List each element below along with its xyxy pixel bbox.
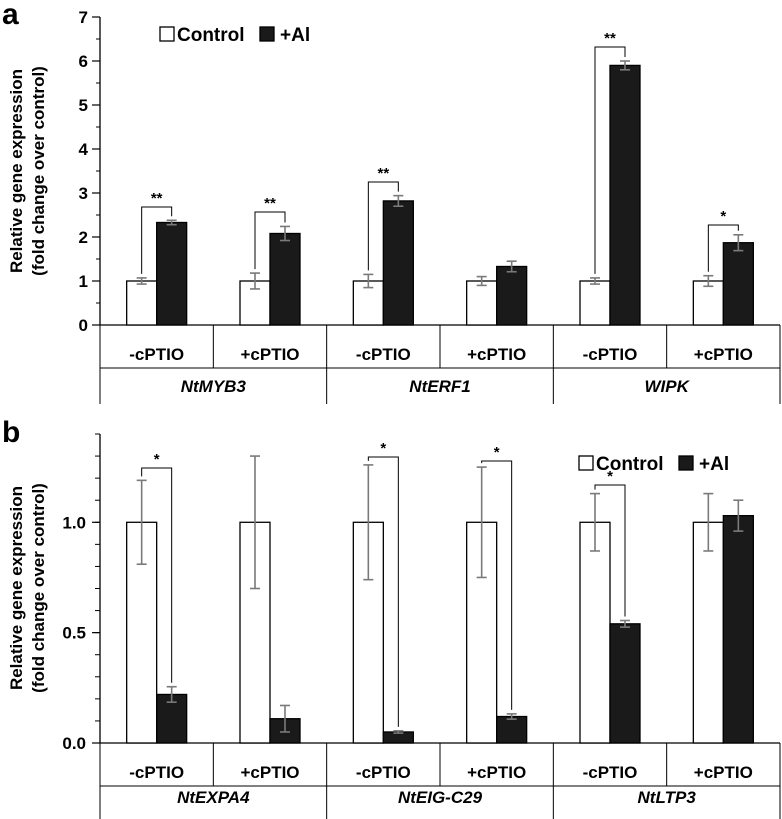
legend-swatch-al: [678, 455, 694, 471]
condition-label-4: -cPTIO: [583, 763, 638, 782]
significance-label-1: **: [264, 195, 276, 212]
gene-label-0: NtEXPA4: [177, 788, 250, 807]
bar-al-5: [722, 242, 754, 326]
y-tick-label: 0.0: [62, 734, 86, 753]
gene-label-2: NtLTP3: [638, 788, 697, 807]
legend-swatch-control: [578, 455, 594, 471]
significance-label-4: **: [604, 30, 616, 47]
condition-label-0: -cPTIO: [129, 345, 184, 364]
legend-label-al: +Al: [280, 25, 310, 46]
condition-label-1: +cPTIO: [240, 763, 299, 782]
significance-bracket-3: [481, 460, 513, 710]
significance-bracket-0: [141, 467, 173, 683]
bar-control-0: [126, 280, 158, 326]
significance-label-2: *: [380, 440, 386, 457]
gene-label-2: WIPK: [644, 377, 690, 396]
significance-bracket-4: [594, 484, 626, 617]
condition-label-2: -cPTIO: [356, 763, 411, 782]
bar-control-4: [579, 280, 611, 326]
panel-a: a Relative gene expression (fold change ov…: [2, 0, 781, 404]
y-tick-label: 5: [79, 96, 88, 115]
y-axis-label-line: (fold change over control): [29, 66, 48, 276]
y-axis-label-line: (fold change over control): [29, 483, 48, 693]
legend-label-control: Control: [596, 454, 664, 475]
significance-label-4: *: [607, 468, 613, 485]
legend: Control +Al: [578, 454, 729, 475]
panel-b: b Relative gene expression (fold change ov…: [2, 416, 781, 819]
y-tick-label: 0: [79, 316, 88, 335]
bar-control-4: [579, 521, 611, 744]
significance-bracket-1: [254, 211, 286, 270]
significance-bracket-0: [141, 206, 173, 274]
significance-label-0: *: [154, 451, 160, 468]
bar-al-3: [496, 715, 528, 744]
bar-al-4: [609, 64, 641, 326]
significance-bracket-2: [367, 456, 399, 727]
condition-label-0: -cPTIO: [129, 763, 184, 782]
panel-letter-b: b: [2, 416, 20, 449]
legend: Control +Al: [159, 25, 310, 46]
y-tick-label: 6: [79, 52, 88, 71]
legend-swatch-al: [259, 26, 275, 42]
bar-al-3: [496, 265, 528, 326]
condition-label-1: +cPTIO: [240, 345, 299, 364]
y-tick-label: 0.5: [62, 624, 86, 643]
bar-al-2: [382, 200, 414, 326]
significance-bracket-2: [367, 181, 399, 271]
y-tick-label: 1: [79, 272, 88, 291]
condition-label-3: +cPTIO: [467, 763, 526, 782]
y-axis-label-line: Relative gene expression: [7, 69, 26, 273]
bar-al-1: [269, 232, 301, 326]
gene-label-0: NtMYB3: [181, 377, 247, 396]
condition-label-5: +cPTIO: [694, 345, 753, 364]
y-tick-label: 3: [79, 184, 88, 203]
significance-bracket-5: [707, 224, 739, 272]
panel-letter-a: a: [2, 0, 19, 31]
legend-swatch-control: [159, 26, 175, 42]
y-tick-label: 7: [79, 8, 88, 27]
y-tick-label: 4: [79, 140, 89, 159]
bar-al-4: [609, 623, 641, 744]
y-tick-label: 1.0: [62, 513, 86, 532]
condition-label-4: -cPTIO: [583, 345, 638, 364]
significance-label-3: *: [494, 444, 500, 461]
bar-control-3: [466, 280, 498, 326]
condition-label-3: +cPTIO: [467, 345, 526, 364]
condition-label-5: +cPTIO: [694, 763, 753, 782]
significance-label-2: **: [377, 165, 389, 182]
bar-control-5: [692, 280, 724, 326]
condition-label-2: -cPTIO: [356, 345, 411, 364]
bar-al-0: [156, 221, 188, 326]
legend-label-al: +Al: [699, 454, 729, 475]
bar-control-5: [692, 521, 724, 744]
y-axis-label-line: Relative gene expression: [7, 486, 26, 690]
legend-label-control: Control: [177, 25, 245, 46]
y-tick-label: 2: [79, 228, 88, 247]
significance-label-5: *: [720, 208, 726, 225]
bar-al-5: [722, 515, 754, 744]
gene-label-1: NtERF1: [409, 377, 470, 396]
significance-label-0: **: [151, 190, 163, 207]
gene-label-1: NtEIG-C29: [398, 788, 483, 807]
significance-bracket-4: [594, 46, 626, 274]
